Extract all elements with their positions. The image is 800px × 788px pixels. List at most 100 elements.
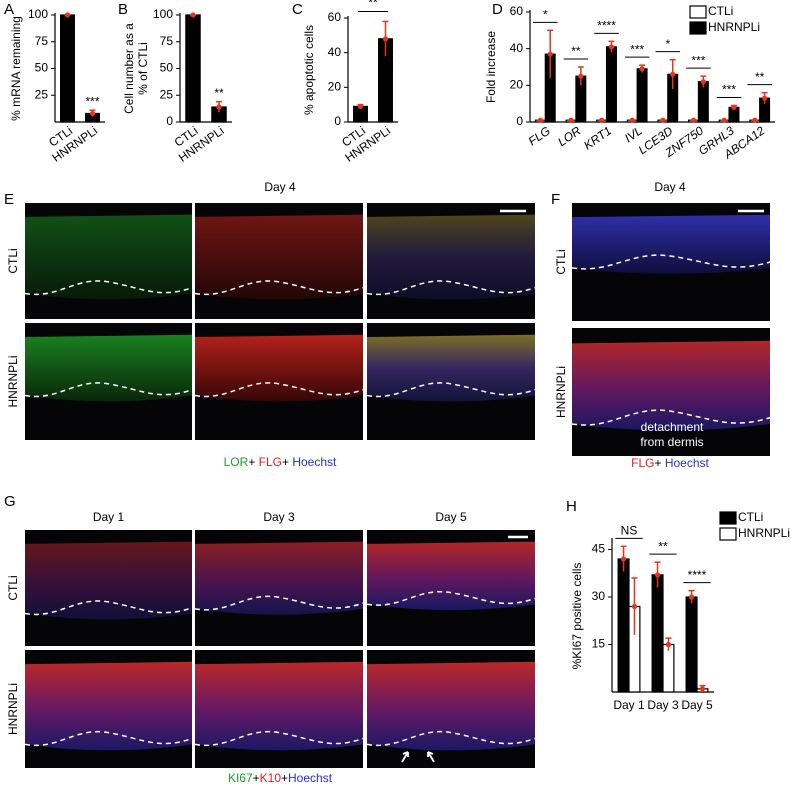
dermis-boundary	[366, 730, 536, 747]
error-point	[190, 12, 196, 18]
dermis-boundary	[194, 280, 364, 296]
error-point	[670, 71, 676, 77]
legend-label: HNRNPLi	[738, 526, 790, 540]
error-point	[357, 103, 364, 109]
error-point	[660, 117, 666, 123]
dermis-boundary	[24, 382, 193, 398]
y-tick-label: 20	[328, 80, 342, 94]
tissue-layer	[367, 214, 535, 300]
error-point	[629, 117, 635, 123]
bar	[605, 46, 617, 123]
tissue-layer	[572, 214, 770, 274]
y-tick-label: 45	[592, 542, 606, 556]
y-tick-label: 40	[328, 45, 342, 59]
significance-label: **	[571, 44, 581, 58]
row-label: CTLi	[554, 249, 568, 274]
dermis-boundary	[366, 280, 536, 296]
panel-letter: D	[492, 1, 503, 18]
panel-letter: H	[566, 498, 577, 515]
error-point	[599, 117, 605, 123]
y-tick-label: 15	[592, 637, 606, 651]
y-tick-label: 20	[510, 78, 524, 92]
column-title: Day 5	[435, 510, 467, 524]
legend-label: HNRNPLi	[708, 20, 760, 34]
stain-label: Hoechst	[292, 455, 337, 469]
significance-label: ***	[691, 53, 705, 67]
tissue-layer	[25, 661, 192, 751]
y-tick-label: 60	[510, 4, 524, 18]
row-label: HNRNPLi	[6, 355, 20, 407]
significance-label: **	[658, 539, 668, 553]
column-title: Day 1	[93, 510, 125, 524]
error-point	[752, 117, 758, 123]
stain-label: +	[253, 771, 260, 785]
y-tick-label: 75	[160, 34, 174, 48]
stain-label: +	[282, 455, 292, 469]
significance-label: ***	[630, 42, 644, 56]
row-label: CTLi	[6, 575, 20, 600]
stain-label: +	[281, 771, 288, 785]
tissue-layer	[195, 334, 363, 402]
bar	[185, 14, 201, 123]
error-point	[665, 641, 672, 648]
y-axis-label: % apoptotic cells	[302, 25, 316, 115]
stain-label: KI67	[228, 771, 253, 785]
error-point	[620, 556, 627, 562]
y-tick-label: 0	[516, 114, 523, 128]
error-point	[382, 36, 389, 42]
y-axis-label: Fold increase	[484, 31, 498, 103]
error-point	[216, 104, 222, 110]
significance-label: **	[368, 0, 378, 10]
x-tick-label: KRT1	[581, 124, 614, 153]
error-point	[89, 110, 96, 117]
row-label: HNRNPLi	[6, 683, 20, 735]
row-label: CTLi	[6, 248, 20, 273]
y-tick-label: 100	[153, 7, 173, 21]
y-tick-label: 40	[510, 41, 524, 55]
panel-letter: B	[118, 1, 128, 18]
stain-label: Hoechst	[288, 771, 333, 785]
y-axis-label: %KI67 positive cells	[570, 563, 584, 670]
x-tick-label: FLG	[526, 124, 553, 149]
tissue-layer	[25, 334, 192, 402]
x-tick-label: Day 3	[647, 698, 679, 712]
significance-label: ****	[597, 19, 616, 33]
error-point	[700, 79, 706, 85]
error-point	[631, 603, 638, 610]
bar	[60, 14, 75, 123]
image-annotation: detachment	[641, 420, 704, 434]
stain-label: +	[248, 455, 258, 469]
stain-label: Hoechst	[665, 456, 710, 470]
y-tick-label: 50	[35, 61, 49, 75]
x-tick-label: LOR	[555, 123, 584, 149]
legend-swatch	[689, 5, 707, 19]
dermis-boundary	[194, 730, 364, 747]
dermis-boundary	[24, 730, 193, 747]
y-tick-label: 25	[160, 87, 174, 101]
error-point	[537, 117, 544, 123]
y-tick-label: 50	[160, 61, 174, 75]
error-point	[688, 594, 695, 600]
stain-legend: LOR+ FLG+ Hoechst	[224, 455, 337, 469]
stain-label: +	[654, 456, 664, 470]
column-title: Day 3	[263, 510, 295, 524]
legend-swatch	[719, 527, 737, 541]
tissue-layer	[367, 541, 535, 611]
y-tick-label: 0	[334, 114, 341, 128]
panel-title: Day 4	[264, 180, 296, 194]
significance-label: **	[755, 70, 765, 84]
bar	[636, 68, 648, 123]
arrow	[401, 751, 409, 763]
significance-label: NS	[621, 524, 638, 538]
stain-legend: KI67+K10+Hoechst	[228, 771, 333, 785]
bar	[617, 558, 630, 693]
y-axis-label: % of CTLi	[136, 42, 150, 95]
x-tick-label: Day 1	[613, 698, 645, 712]
legend-label: CTLi	[708, 4, 733, 18]
error-point	[699, 686, 706, 692]
significance-label: **	[214, 86, 224, 100]
stain-label: LOR	[224, 455, 249, 469]
error-point	[654, 572, 661, 578]
tissue-layer	[195, 541, 363, 615]
